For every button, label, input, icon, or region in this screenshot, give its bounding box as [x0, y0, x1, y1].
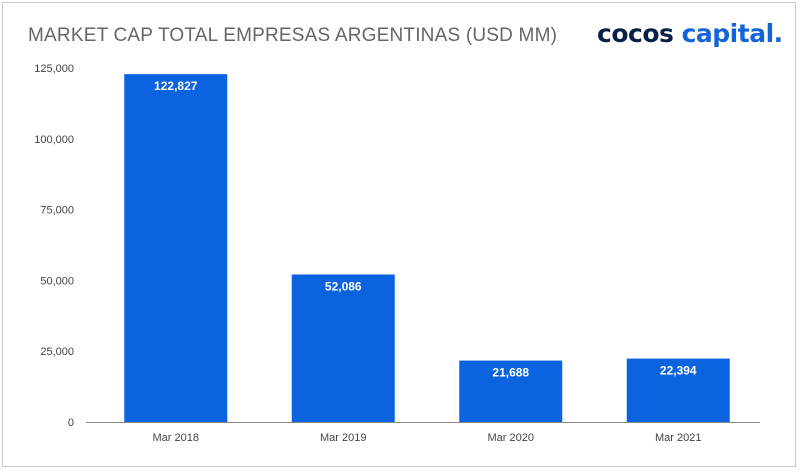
x-tick-label: Mar 2021: [655, 432, 701, 444]
logo-word-cocos: cocos: [597, 19, 674, 48]
bar: [291, 274, 395, 422]
logo-dot: .: [773, 19, 784, 48]
y-tick-label: 50,000: [40, 275, 74, 287]
x-tick-label: Mar 2020: [488, 432, 534, 444]
chart-title: MARKET CAP TOTAL EMPRESAS ARGENTINAS (US…: [28, 25, 558, 46]
x-tick-label: Mar 2018: [153, 432, 199, 444]
bar: [459, 360, 563, 422]
bar: [124, 74, 228, 423]
logo-word-capital: capital: [681, 19, 775, 48]
bar: [626, 358, 730, 422]
cocos-capital-logo: cocos capital.: [597, 19, 783, 48]
y-tick-label: 75,000: [40, 205, 74, 217]
y-tick-label: 125,000: [34, 63, 74, 75]
y-tick-label: 100,000: [34, 134, 74, 146]
y-tick-label: 25,000: [40, 346, 74, 358]
bar-value-label: 21,688: [492, 366, 529, 380]
x-tick-label: Mar 2019: [320, 432, 366, 444]
bar-value-label: 22,394: [660, 364, 697, 378]
bar-value-label: 52,086: [325, 279, 362, 293]
bar-value-label: 122,827: [154, 79, 198, 93]
y-tick-label: 0: [68, 417, 74, 429]
